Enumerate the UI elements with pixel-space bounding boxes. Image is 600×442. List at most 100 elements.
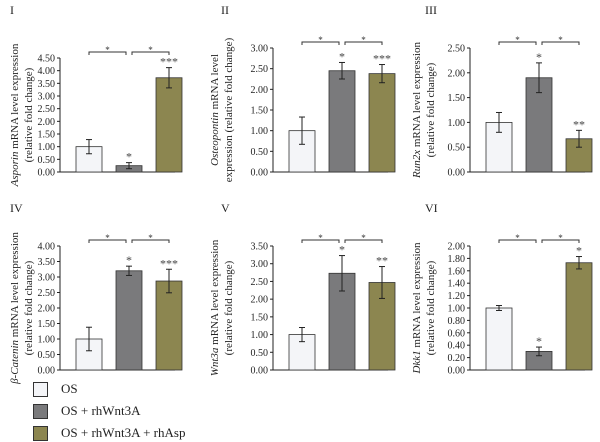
- y-tick-label: 4.00: [38, 242, 56, 253]
- y-axis-label-rest: mRNA level expression: [411, 242, 423, 350]
- y-axis-label: Run2x mRNA level expression (relative fol…: [411, 42, 437, 179]
- comparison-bracket: [131, 239, 170, 243]
- bar-os-rhwnt3a: [328, 70, 356, 173]
- y-tick-label: 1.00: [251, 330, 269, 341]
- legend-label-os-rhwnt3a-rhasp: OS + rhWnt3A + rhAsp: [61, 425, 186, 440]
- y-tick-label: 0.00: [38, 366, 56, 377]
- y-axis-label-rest: mRNA level: [209, 54, 221, 112]
- comparison-bracket: [498, 239, 537, 243]
- y-tick-label: 1.00: [448, 118, 466, 129]
- y-axis-label-line2: (relative fold change): [425, 260, 437, 355]
- y-tick-label: 2.00: [251, 85, 269, 96]
- y-tick-label: 1.50: [448, 93, 466, 104]
- comparison-bracket-label: *: [558, 233, 563, 243]
- y-axis-label: Asporin mRNA level expression (relative f…: [9, 43, 35, 187]
- y-tick-label: 3.00: [251, 259, 269, 270]
- significance-label: *: [576, 244, 582, 258]
- chart-panel-5: V 0.00 0.50 1.00 1.50 2.00 2.50 3.00 3.50 Wnt3a m…: [209, 201, 396, 377]
- y-tick-label: 0.00: [251, 168, 269, 179]
- y-axis-label-line2: expression (relative fold change): [223, 37, 235, 182]
- chart-panel-3: III 0.00 0.50 1.00 1.50 2.00 2.50 Run2x mRNA le…: [411, 3, 593, 179]
- chart-panel-1: I 0.00 0.50 1.001.50 2.00 2.503.00 3.50 4.004.5…: [9, 3, 183, 187]
- significance-label: ***: [160, 55, 178, 69]
- y-tick-label: 3.50: [38, 257, 56, 268]
- bar-os-rhwnt3a-rhasp: [565, 262, 593, 371]
- legend-swatch-os: [33, 381, 48, 397]
- legend-item-os-rhwnt3a: OS + rhWnt3A: [33, 402, 141, 420]
- comparison-bracket: [498, 41, 537, 45]
- panel-label: II: [221, 3, 229, 17]
- comparison-bracket-label: *: [361, 35, 366, 45]
- legend-item-os: OS: [33, 380, 78, 398]
- comparison-bracket-label: *: [148, 233, 153, 243]
- y-tick-label: 1.50: [251, 106, 269, 117]
- y-tick-label: 2.00: [448, 242, 466, 253]
- y-tick-label: 1.80: [448, 254, 466, 265]
- y-axis-label-rest: mRNA level expression: [9, 232, 21, 340]
- legend-swatch-os-rhwnt3a-rhasp: [33, 425, 48, 441]
- y-tick-label: 3.50: [38, 79, 56, 90]
- y-axis-label-line2: (relative fold change): [425, 62, 437, 157]
- panel-label: IV: [10, 201, 23, 215]
- y-axis-label-rest: mRNA level expression: [411, 42, 423, 150]
- bar-os-rhwnt3a-rhasp: [155, 77, 183, 173]
- significance-label: *: [536, 334, 542, 348]
- y-tick-label: 0.40: [448, 341, 466, 352]
- y-tick-label: 2.50: [251, 277, 269, 288]
- y-tick-label: 0.50: [448, 143, 466, 154]
- y-axis-label: Osteopontin mRNA level expression (relati…: [209, 37, 235, 182]
- bar-os-rhwnt3a-rhasp: [155, 280, 183, 371]
- y-tick-label: 2.00: [448, 68, 466, 79]
- y-tick-label: 1.20: [448, 291, 466, 302]
- comparison-bracket-label: *: [105, 233, 110, 243]
- legend-label-os-rhwnt3a: OS + rhWnt3A: [61, 403, 141, 418]
- bar-os-rhwnt3a-rhasp: [368, 73, 396, 173]
- y-tick-label: 0.20: [448, 353, 466, 364]
- y-axis-label: β-Catenin mRNA level expression (relative…: [9, 232, 35, 385]
- comparison-bracket-label: *: [515, 35, 520, 45]
- panel-label: III: [425, 3, 437, 17]
- y-tick-label: 0.00: [38, 168, 56, 179]
- comparison-bracket-label: *: [148, 45, 153, 55]
- chart-panel-4: IV0.000.501.001.502.002.503.003.504.00β-…: [9, 201, 183, 385]
- y-tick-label: 2.50: [38, 288, 56, 299]
- comparison-bracket: [541, 239, 580, 243]
- y-axis-label-rest: mRNA level expression: [209, 239, 221, 347]
- comparison-bracket: [131, 51, 170, 55]
- y-tick-label: 0.00: [448, 366, 466, 377]
- significance-label: ***: [160, 256, 178, 270]
- comparison-bracket-label: *: [318, 35, 323, 45]
- y-tick-label: 4.50: [38, 54, 56, 65]
- comparison-bracket-label: *: [318, 233, 323, 243]
- legend-label-os: OS: [61, 381, 78, 396]
- significance-label: *: [536, 50, 542, 64]
- chart-panel-2: II 0.00 0.50 1.00 1.50 2.00 2.50 3.00 Osteoponti…: [209, 3, 396, 182]
- significance-label: **: [376, 254, 388, 268]
- comparison-bracket-label: *: [515, 233, 520, 243]
- y-axis-label-rest: mRNA level expression: [9, 43, 21, 151]
- y-tick-label: 2.00: [38, 304, 56, 315]
- y-tick-label: 2.50: [448, 44, 466, 55]
- y-tick-label: 2.00: [251, 295, 269, 306]
- comparison-bracket: [344, 41, 383, 45]
- significance-label: **: [573, 117, 585, 131]
- y-tick-label: 0.80: [448, 316, 466, 327]
- y-tick-label: 0.50: [251, 348, 269, 359]
- y-tick-label: 0.00: [448, 168, 466, 179]
- y-tick-label: 0.50: [38, 350, 56, 361]
- y-tick-label: 2.00: [38, 117, 56, 128]
- panel-label: I: [10, 3, 14, 17]
- y-tick-label: 1.50: [38, 319, 56, 330]
- y-axis-label: Wnt3a mRNA level expression (relative fol…: [209, 239, 235, 376]
- y-tick-label: 3.00: [38, 273, 56, 284]
- comparison-bracket: [301, 41, 340, 45]
- y-tick-label: 0.50: [38, 155, 56, 166]
- bar-os: [485, 307, 513, 371]
- legend-item-os-rhwnt3a-rhasp: OS + rhWnt3A + rhAsp: [33, 424, 185, 442]
- significance-label: *: [339, 49, 345, 63]
- y-tick-label: 1.40: [448, 279, 466, 290]
- bar-os-rhwnt3a: [115, 270, 143, 371]
- y-axis-label-gene: Wnt3a: [209, 347, 221, 376]
- y-axis-label-line2: (relative fold change): [223, 260, 235, 355]
